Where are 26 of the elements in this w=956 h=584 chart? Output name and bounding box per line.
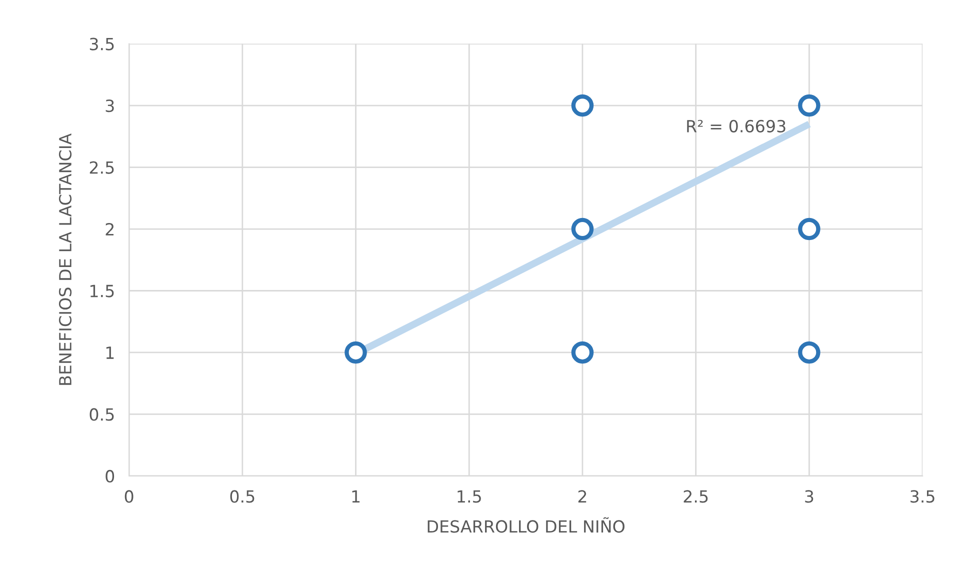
- x-tick-label: 3: [805, 490, 814, 503]
- y-axis-title: BENEFICIOS DE LA LACTANCIA: [58, 133, 72, 385]
- y-tick-label: 1: [106, 346, 114, 359]
- y-tick-label: 1.5: [90, 284, 114, 298]
- y-tick-label: 0: [106, 470, 114, 483]
- x-tick-label: 3.5: [910, 490, 934, 503]
- point: [798, 218, 820, 240]
- x-tick-label: 0: [124, 490, 134, 503]
- point: [798, 341, 820, 364]
- point: [571, 218, 594, 240]
- point: [798, 94, 820, 117]
- x-tick-label: 1: [352, 490, 360, 503]
- point: [571, 341, 594, 364]
- y-tick-label: 2.5: [90, 161, 114, 174]
- x-tick-label: 0.5: [230, 490, 254, 503]
- y-tick-label: 2: [106, 222, 114, 236]
- point: [344, 341, 367, 364]
- x-tick-label: 2: [578, 490, 586, 503]
- y-tick-label: 0.5: [90, 408, 114, 421]
- x-tick-label: 2.5: [684, 490, 708, 503]
- annotation: R² = 0.6693: [687, 120, 786, 132]
- point: [571, 94, 594, 117]
- x-axis-title: DESARROLLO DEL NIÑO: [428, 517, 624, 533]
- y-tick-label: 3.5: [90, 38, 114, 50]
- x-tick-label: 1.5: [458, 490, 481, 503]
- y-tick-label: 3: [106, 100, 114, 112]
